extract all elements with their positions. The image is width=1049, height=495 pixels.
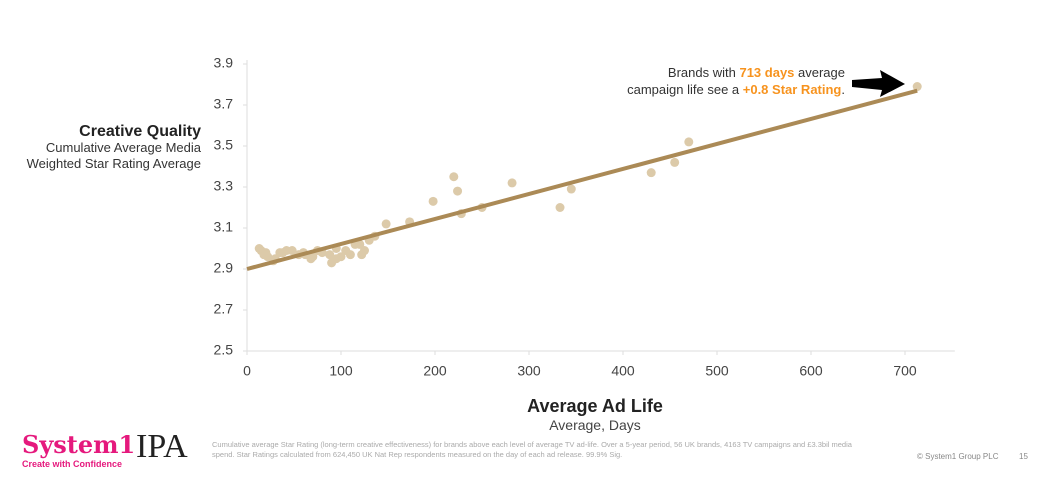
point: [670, 157, 680, 167]
y-tick-label: 3.3: [214, 178, 234, 194]
point: [646, 168, 656, 178]
y-axis-title: Creative Quality Cumulative Average Medi…: [27, 124, 201, 172]
annotation-line: campaign life see a +0.8 Star Rating.: [627, 81, 845, 98]
x-tick-label: 600: [799, 363, 823, 379]
point: [254, 244, 264, 253]
point: [327, 258, 337, 268]
y-tick-label: 3.5: [214, 137, 234, 153]
point: [912, 82, 922, 92]
annotation-text: average: [794, 65, 845, 80]
point: [357, 250, 367, 260]
annotation: Brands with 713 days average campaign lif…: [627, 64, 845, 98]
x-label-sub: Average, Days: [549, 417, 641, 433]
x-label: Average Ad Life: [527, 396, 663, 416]
annotation-text: campaign life see a: [627, 82, 743, 97]
y-tick-label: 2.7: [214, 301, 234, 317]
point: [555, 203, 565, 212]
x-axis-title: Average Ad Life Average, Days: [480, 396, 710, 433]
y-tick-label: 3.7: [214, 96, 234, 112]
plot: 2.5 2.7 2.9 3.1 3.3 3.5 3.7 3.9 0 100 200 300 400 500…: [214, 55, 955, 379]
arrow: [852, 70, 905, 97]
point: [453, 186, 463, 196]
y-tick-label: 2.9: [214, 260, 234, 276]
annotation-line: Brands with 713 days average: [627, 64, 845, 81]
point: [684, 137, 694, 147]
y-tick-label: 3.1: [214, 219, 234, 235]
annotation-text: Brands with: [667, 65, 740, 80]
x-tick-label: 300: [517, 363, 541, 379]
partner-logo: IPA: [136, 428, 188, 465]
y-tick-label: 2.5: [214, 342, 234, 358]
copyright: © System1 Group PLC: [917, 452, 999, 461]
y-label-sub: Weighted Star Rating Average: [26, 156, 201, 171]
x-tick-label: 700: [893, 363, 917, 379]
x-tick-label: 200: [423, 363, 447, 379]
point: [566, 184, 576, 194]
point: [449, 172, 459, 182]
x-tick-label: 100: [329, 363, 353, 379]
x-tick-label: 400: [611, 363, 635, 379]
annotation-highlight: +0.8 Star Rating: [742, 82, 842, 97]
trend-line: [246, 88, 918, 271]
footnote: Cumulative average Star Rating (long-ter…: [212, 440, 852, 459]
x-tick-label: 500: [705, 363, 729, 379]
brand: System1: [22, 430, 136, 459]
x-tick-label: 0: [243, 363, 251, 379]
point: [381, 219, 391, 229]
point: [341, 246, 351, 256]
annotation-text: .: [841, 82, 845, 97]
point: [507, 178, 517, 188]
y-tick-label: 3.9: [214, 55, 234, 71]
point: [428, 196, 438, 206]
tagline: Create with Confidence: [22, 459, 123, 469]
logo: System1 Create with Confidence: [22, 430, 135, 469]
y-label: Creative Quality: [79, 123, 201, 140]
point: [275, 248, 285, 258]
point: [325, 250, 335, 260]
page-number: 15: [1019, 452, 1028, 461]
annotation-highlight: 713 days: [739, 65, 795, 80]
y-label-sub: Cumulative Average Media: [45, 140, 201, 155]
